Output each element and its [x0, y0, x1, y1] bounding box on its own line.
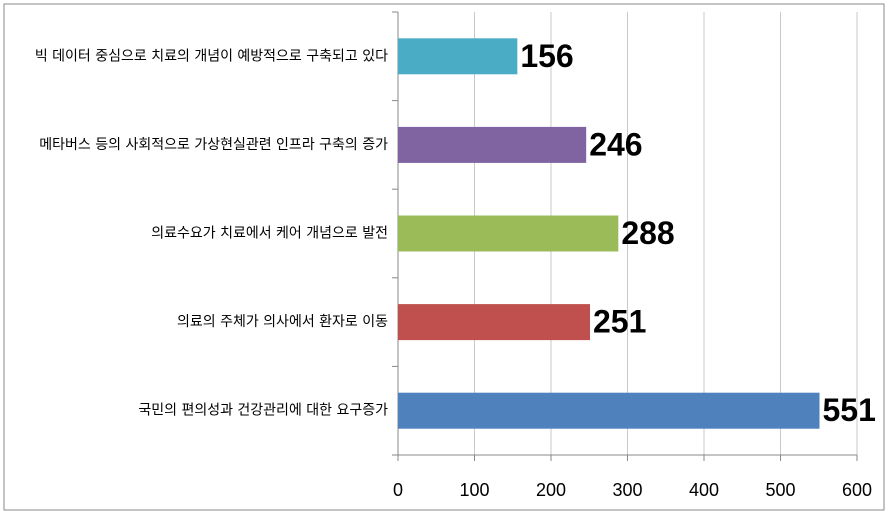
- y-tick-label: 메타버스 등의 사회적으로 가상현실관련 인프라 구축의 증가: [39, 137, 388, 153]
- x-tick-label: 300: [612, 480, 642, 500]
- x-tick-label: 600: [842, 480, 872, 500]
- x-tick-label: 500: [765, 480, 795, 500]
- x-tick-label: 400: [689, 480, 719, 500]
- x-tick-label: 0: [393, 480, 403, 500]
- value-label: 551: [823, 392, 876, 428]
- x-tick-label: 200: [536, 480, 566, 500]
- value-label: 251: [593, 304, 646, 340]
- x-tick-label: 100: [459, 480, 489, 500]
- bar: [398, 304, 591, 341]
- bar: [398, 38, 518, 75]
- y-tick-label: 국민의 편의성과 건강관리에 대한 요구증가: [138, 403, 388, 419]
- chart-border: [3, 3, 885, 511]
- bar: [398, 126, 587, 163]
- y-tick-label: 빅 데이터 중심으로 치료의 개념이 예방적으로 구축되고 있다: [35, 48, 388, 64]
- bar: [398, 215, 619, 252]
- bar: [398, 392, 820, 429]
- y-tick-label: 의료수요가 치료에서 케어 개념으로 발전: [151, 226, 388, 242]
- value-label: 246: [589, 126, 642, 162]
- value-label: 288: [621, 215, 674, 251]
- y-tick-label: 의료의 주체가 의사에서 환자로 이동: [177, 314, 388, 330]
- value-label: 156: [520, 38, 573, 74]
